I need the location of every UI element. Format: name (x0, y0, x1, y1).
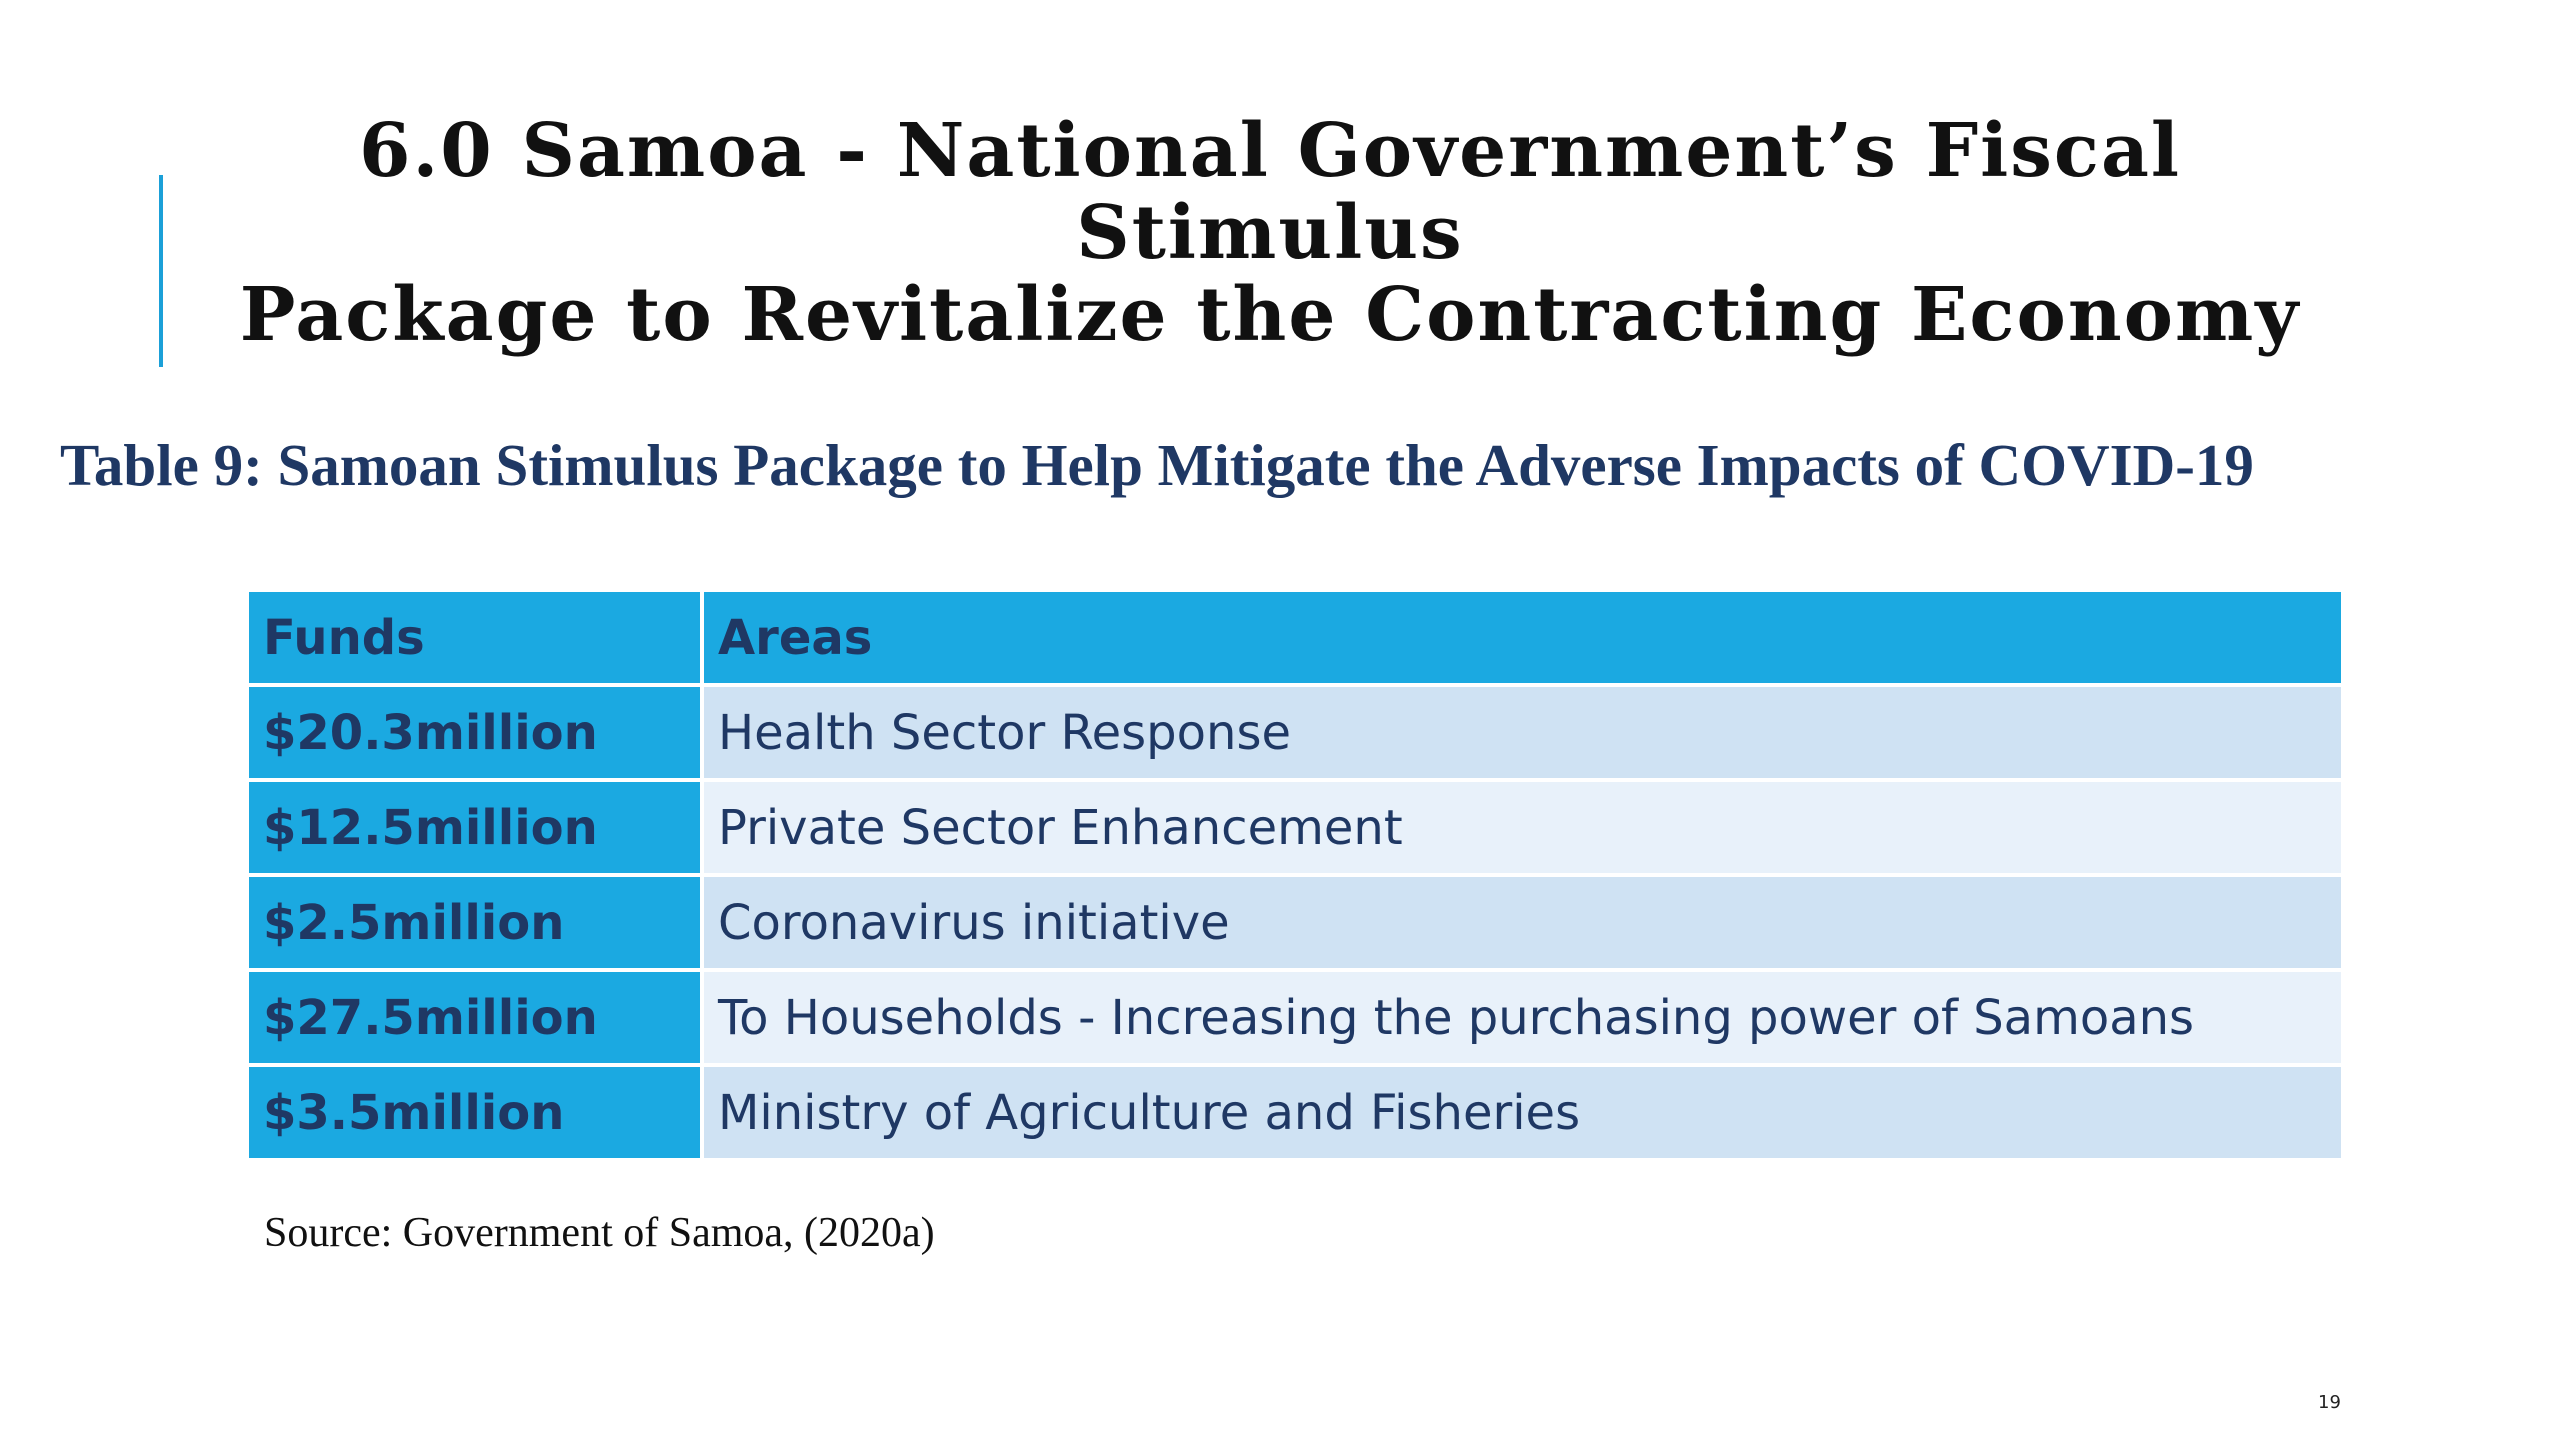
area-cell: Coronavirus initiative (700, 873, 2345, 972)
funds-cell: $12.5million (245, 778, 704, 877)
area-cell: Private Sector Enhancement (700, 778, 2345, 877)
funds-cell: $27.5million (245, 968, 704, 1067)
slide-title: 6.0 Samoa - National Government’s Fiscal… (160, 110, 2380, 356)
table-row: $12.5million Private Sector Enhancement (245, 778, 2345, 877)
slide-title-line-2: Package to Revitalize the Contracting Ec… (239, 272, 2301, 358)
table-row: $20.3million Health Sector Response (245, 683, 2345, 782)
header-areas: Areas (700, 588, 2345, 687)
funds-cell: $3.5million (245, 1063, 704, 1162)
area-cell: To Households - Increasing the purchasin… (700, 968, 2345, 1067)
area-cell: Ministry of Agriculture and Fisheries (700, 1063, 2345, 1162)
table-row: $2.5million Coronavirus initiative (245, 873, 2345, 972)
table-header-row: Funds Areas (245, 588, 2345, 687)
page-number: 19 (2318, 1392, 2341, 1413)
table-row: $3.5million Ministry of Agriculture and … (245, 1063, 2345, 1162)
funds-cell: $2.5million (245, 873, 704, 972)
funds-cell: $20.3million (245, 683, 704, 782)
stimulus-table: Funds Areas $20.3million Health Sector R… (245, 588, 2345, 1162)
table-row: $27.5million To Households - Increasing … (245, 968, 2345, 1067)
source-note: Source: Government of Samoa, (2020a) (264, 1210, 935, 1256)
title-accent-bar (159, 175, 163, 367)
header-funds: Funds (245, 588, 704, 687)
table-caption: Table 9: Samoan Stimulus Package to Help… (60, 432, 2254, 498)
slide-title-line-1: 6.0 Samoa - National Government’s Fiscal… (359, 108, 2181, 276)
area-cell: Health Sector Response (700, 683, 2345, 782)
